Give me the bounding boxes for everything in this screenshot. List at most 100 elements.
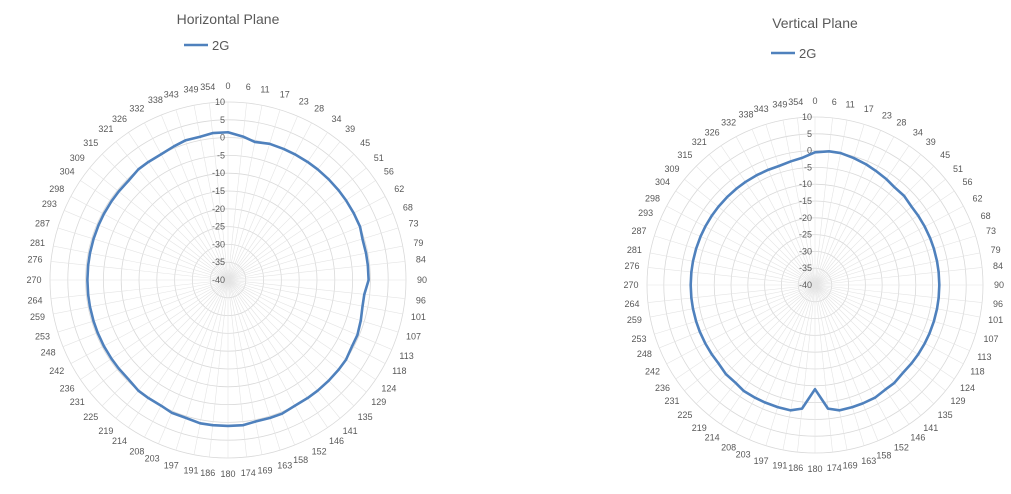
chart-title: Vertical Plane (772, 15, 858, 31)
polar-grid (49, 101, 407, 459)
chart-title: Horizontal Plane (177, 11, 280, 27)
angle-tick-label: 225 (677, 410, 692, 420)
angle-tick-label: 39 (926, 137, 936, 147)
angle-tick-label: 321 (692, 137, 707, 147)
angle-tick-label: 17 (280, 89, 290, 99)
angle-tick-label: 304 (60, 167, 75, 177)
angle-tick-label: 321 (98, 124, 113, 134)
angle-tick-label: 236 (60, 383, 75, 393)
grid-spoke (765, 124, 816, 286)
angle-tick-label: 107 (406, 332, 421, 342)
radial-tick-label: -10 (212, 168, 225, 178)
grid-spoke (227, 279, 312, 438)
grid-spoke (227, 116, 298, 281)
angle-tick-label: 135 (358, 412, 373, 422)
radial-tick-label: 10 (802, 112, 812, 122)
angle-tick-label: 191 (183, 465, 198, 475)
angle-tick-label: 253 (35, 332, 50, 342)
grid-spoke (158, 279, 229, 444)
angle-tick-label: 152 (312, 446, 327, 456)
grid-spoke (814, 284, 910, 425)
angle-tick-label: 309 (70, 153, 85, 163)
grid-spoke (115, 141, 229, 281)
grid-spoke (654, 284, 816, 335)
grid-spoke (814, 130, 881, 286)
grid-spoke (654, 235, 816, 286)
angle-tick-label: 349 (183, 85, 198, 95)
angle-tick-label: 45 (360, 138, 370, 148)
grid-spoke (227, 279, 376, 380)
angle-tick-label: 264 (624, 299, 639, 309)
grid-spoke (144, 122, 229, 281)
angle-tick-label: 23 (299, 96, 309, 106)
grid-spoke (814, 284, 964, 365)
grid-spoke (80, 180, 229, 281)
radial-tick-label: -5 (804, 162, 812, 172)
angle-tick-label: 338 (148, 95, 163, 105)
angle-tick-label: 62 (394, 184, 404, 194)
grid-spoke (227, 279, 328, 428)
angle-tick-label: 28 (896, 118, 906, 128)
grid-spoke (227, 105, 263, 281)
angle-tick-label: 186 (788, 463, 803, 473)
grid-spoke (797, 117, 816, 286)
grid-spoke (70, 279, 229, 364)
series-line (689, 150, 941, 412)
angle-tick-label: 163 (861, 456, 876, 466)
grid-spoke (209, 279, 229, 458)
angle-tick-label: 11 (260, 85, 269, 95)
grid-spoke (227, 109, 281, 281)
angle-tick-label: 107 (983, 334, 998, 344)
grid-spoke (128, 132, 229, 281)
angle-tick-label: 17 (864, 104, 874, 114)
angle-tick-label: 304 (655, 177, 670, 187)
grid-spoke (814, 284, 865, 446)
angle-tick-label: 242 (49, 366, 64, 376)
grid-spoke (62, 279, 229, 347)
grid-spoke (720, 145, 816, 286)
angle-tick-label: 293 (638, 208, 653, 218)
legend: 2G (771, 46, 816, 61)
angle-tick-label: 158 (876, 451, 891, 461)
grid-spoke (227, 167, 367, 281)
angle-tick-label: 174 (241, 468, 256, 478)
angle-tick-label: 51 (953, 164, 963, 174)
angle-tick-label: 68 (981, 211, 991, 221)
grid-spoke (227, 102, 247, 281)
angle-tick-label: 298 (645, 194, 660, 204)
grid-spoke (814, 165, 935, 286)
grid-spoke (814, 179, 946, 286)
grid-spoke (227, 279, 263, 455)
grid-spoke (227, 279, 406, 299)
angle-tick-label: 298 (49, 184, 64, 194)
angle-tick-label: 343 (164, 89, 179, 99)
angle-tick-label: 191 (772, 461, 787, 471)
legend-label: 2G (212, 38, 229, 53)
radial-tick-label: -40 (212, 275, 225, 285)
angle-tick-label: 259 (30, 312, 45, 322)
grid-spoke (227, 279, 247, 458)
grid-spoke (814, 117, 833, 286)
grid-spoke (695, 165, 816, 286)
angle-tick-label: 332 (721, 118, 736, 128)
angle-tick-label: 124 (381, 383, 396, 393)
angle-tick-label: 349 (772, 99, 787, 109)
grid-spoke (751, 129, 816, 286)
angle-tick-label: 90 (417, 275, 427, 285)
angle-tick-label: 146 (910, 433, 925, 443)
angle-tick-label: 293 (42, 199, 57, 209)
angle-tick-label: 203 (736, 449, 751, 459)
angle-tick-label: 354 (200, 82, 215, 92)
angle-tick-label: 34 (913, 127, 923, 137)
angle-tick-label: 231 (70, 397, 85, 407)
angle-tick-label: 90 (994, 280, 1004, 290)
grid-spoke (50, 261, 229, 281)
angle-tick-label: 354 (788, 97, 803, 107)
angle-tick-label: 73 (986, 226, 996, 236)
angle-tick-label: 186 (200, 468, 215, 478)
radial-tick-label: -30 (799, 246, 812, 256)
angle-tick-label: 135 (938, 410, 953, 420)
grid-spoke (684, 179, 816, 286)
grid-spoke (53, 245, 229, 281)
